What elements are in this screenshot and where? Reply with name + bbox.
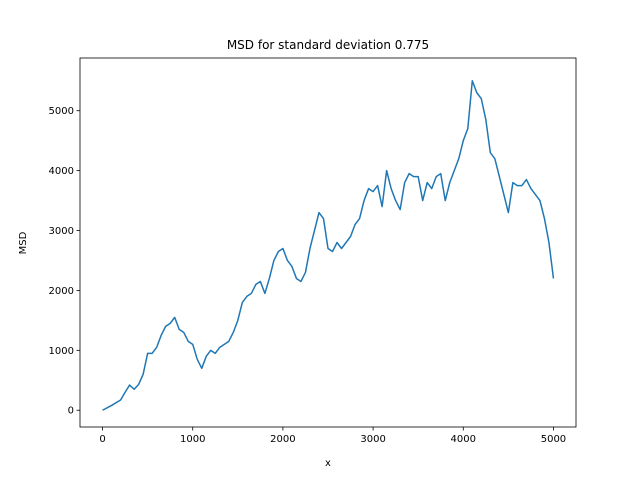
plot-frame [79, 57, 577, 428]
chart-title: MSD for standard deviation 0.775 [227, 38, 429, 52]
y-axis-label: MSD [18, 231, 29, 254]
y-tick-label: 2000 [49, 286, 74, 297]
y-tick-label: 5000 [49, 106, 74, 117]
x-tick-label: 0 [99, 434, 105, 445]
y-tick-label: 1000 [49, 346, 74, 357]
x-tick-label: 4000 [451, 434, 476, 445]
x-tick-label: 1000 [180, 434, 205, 445]
data-line [102, 80, 555, 411]
x-axis-label: x [325, 458, 331, 469]
y-tick-label: 3000 [49, 226, 74, 237]
y-tick-label: 0 [68, 406, 74, 417]
x-tick-label: 2000 [270, 434, 295, 445]
y-tick-label: 4000 [49, 166, 74, 177]
x-tick-label: 3000 [360, 434, 385, 445]
x-tick-label: 5000 [541, 434, 566, 445]
